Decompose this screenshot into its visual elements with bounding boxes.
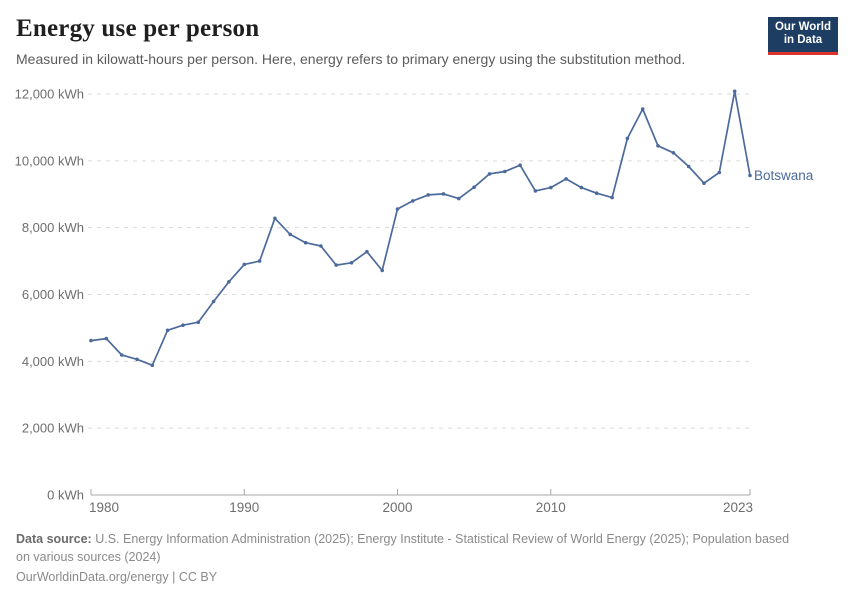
data-point [165, 328, 170, 333]
owid-url-link[interactable]: OurWorldinData.org/energy [16, 570, 169, 584]
data-point [503, 169, 507, 174]
data-point [196, 320, 201, 325]
data-point [717, 170, 722, 175]
y-axis-tick-label: 8,000 kWh [22, 220, 84, 235]
data-point [472, 185, 476, 189]
y-axis-tick-label: 10,000 kWh [15, 153, 84, 168]
data-source-label: Data source: [16, 532, 92, 546]
data-point [380, 268, 385, 273]
data-point [227, 280, 231, 284]
data-point [365, 249, 369, 254]
data-point [702, 181, 706, 185]
data-point [671, 151, 676, 155]
data-point [395, 207, 400, 211]
data-point [257, 259, 262, 263]
data-point [303, 240, 308, 245]
y-axis-tick-label: 2,000 kWh [22, 421, 84, 436]
data-source-text-line1: U.S. Energy Information Administration (… [95, 532, 790, 546]
data-point [273, 216, 277, 221]
line-series-botswana[interactable] [90, 90, 751, 367]
owid-logo-line2: in Data [783, 34, 823, 46]
data-point [610, 195, 614, 200]
y-axis-tick-label: 0 kWh [47, 488, 84, 503]
data-point [242, 262, 247, 267]
data-point [181, 323, 185, 328]
series-end-label[interactable]: Botswana [754, 168, 814, 183]
data-point [334, 263, 339, 267]
owid-logo[interactable]: Our World in Data [768, 17, 838, 55]
license-line: OurWorldinData.org/energy | CC BY [16, 569, 834, 587]
data-point [319, 244, 323, 248]
chart-footer: Data source: U.S. Energy Information Adm… [16, 531, 834, 587]
license-label: CC BY [178, 570, 218, 584]
license-separator: | [168, 570, 179, 584]
data-source-line: Data source: U.S. Energy Information Adm… [16, 531, 834, 566]
data-point [686, 164, 691, 169]
data-source-text-line2: on various sources (2024) [16, 549, 161, 564]
data-point [748, 173, 752, 178]
x-axis-tick-label: 2000 [382, 500, 412, 515]
data-point [135, 357, 139, 362]
data-point [426, 193, 431, 197]
x-axis-tick-label: 1980 [89, 500, 119, 515]
data-point [211, 299, 216, 304]
data-point [518, 163, 522, 167]
data-point [288, 232, 293, 237]
page-title: Energy use per person [16, 15, 260, 42]
data-point [656, 144, 660, 148]
data-point [119, 353, 124, 357]
data-point [579, 185, 584, 190]
data-point [441, 192, 446, 196]
data-point [150, 363, 155, 368]
data-point [732, 89, 737, 94]
x-axis-tick-label: 2023 [723, 500, 753, 515]
x-axis-tick-label: 1990 [229, 500, 259, 515]
data-point [549, 185, 553, 190]
x-axis-tick-label: 2010 [536, 500, 566, 515]
data-point [594, 191, 599, 195]
data-point [349, 261, 354, 265]
data-point [411, 199, 415, 203]
y-axis-tick-label: 12,000 kWh [15, 87, 84, 102]
data-point [533, 189, 538, 193]
y-axis-tick-label: 4,000 kWh [22, 354, 84, 369]
data-point [457, 196, 461, 201]
data-point [625, 136, 630, 141]
data-point [564, 177, 568, 181]
data-point [89, 338, 93, 343]
data-point [487, 172, 492, 176]
data-point [640, 107, 645, 111]
data-point [104, 336, 109, 341]
owid-logo-line1: Our World [774, 21, 831, 33]
chart-subtitle: Measured in kilowatt-hours per person. H… [16, 51, 686, 67]
y-axis-tick-label: 6,000 kWh [22, 287, 84, 302]
